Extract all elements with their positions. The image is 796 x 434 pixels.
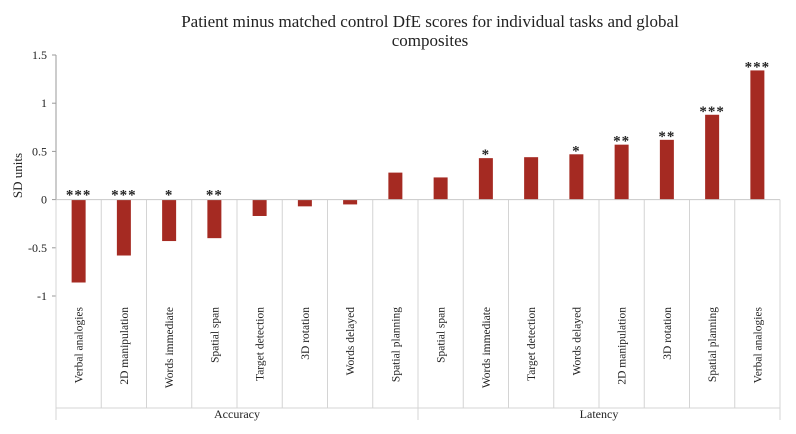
- bar: [524, 157, 539, 200]
- significance-marker: ***: [745, 59, 771, 75]
- bar: [388, 172, 403, 200]
- category-label: Words immediate: [481, 307, 493, 388]
- category-label: Spatial planning: [707, 307, 719, 382]
- significance-marker: *: [482, 147, 491, 163]
- significance-marker: ***: [66, 188, 92, 204]
- bar: [343, 199, 358, 205]
- significance-marker: *: [572, 143, 581, 159]
- category-label: Target detection: [526, 307, 538, 381]
- y-tick-label: 0: [41, 193, 47, 207]
- category-label: 2D manipulation: [119, 307, 131, 385]
- bar: [614, 144, 629, 200]
- chart-title-line-2: composites: [391, 31, 469, 50]
- bar: [433, 177, 448, 200]
- y-tick-label: 0.5: [32, 144, 47, 158]
- category-label: Spatial span: [436, 307, 448, 363]
- category-label: 3D rotation: [662, 307, 674, 360]
- y-axis-title: SD units: [10, 153, 25, 198]
- category-label: Words delayed: [571, 307, 583, 376]
- group-label: Latency: [580, 407, 619, 421]
- y-tick-label: 1: [41, 96, 47, 110]
- significance-marker: ***: [111, 188, 137, 204]
- category-label: Verbal analogies: [74, 306, 86, 383]
- bar: [252, 199, 267, 216]
- y-tick-label: 1.5: [32, 48, 47, 62]
- significance-marker: ***: [699, 104, 725, 120]
- bar: [162, 199, 177, 242]
- category-label: Words immediate: [164, 307, 176, 388]
- significance-marker: *: [165, 188, 174, 204]
- bar: [478, 158, 493, 200]
- category-label: Words delayed: [345, 307, 357, 376]
- significance-marker: **: [613, 134, 630, 150]
- bar: [659, 139, 674, 200]
- y-tick-label: -0.5: [28, 241, 47, 255]
- category-label: 3D rotation: [300, 307, 312, 360]
- significance-marker: **: [658, 129, 675, 145]
- bar: [71, 199, 86, 283]
- y-tick-label: -1: [37, 289, 47, 303]
- bar: [207, 199, 222, 239]
- bar: [116, 199, 131, 256]
- bar: [569, 154, 584, 200]
- category-label: Spatial span: [209, 307, 221, 363]
- significance-marker: **: [206, 188, 223, 204]
- chart-title: Patient minus matched control DfE scores…: [110, 12, 750, 50]
- bar: [297, 199, 312, 207]
- category-label: 2D manipulation: [617, 307, 629, 385]
- bar: [750, 70, 765, 200]
- group-label: Accuracy: [214, 407, 260, 421]
- category-label: Verbal analogies: [752, 306, 764, 383]
- bar: [705, 114, 720, 200]
- category-label: Target detection: [255, 307, 267, 381]
- category-label: Spatial planning: [390, 307, 402, 382]
- chart-title-line-1: Patient minus matched control DfE scores…: [181, 12, 679, 31]
